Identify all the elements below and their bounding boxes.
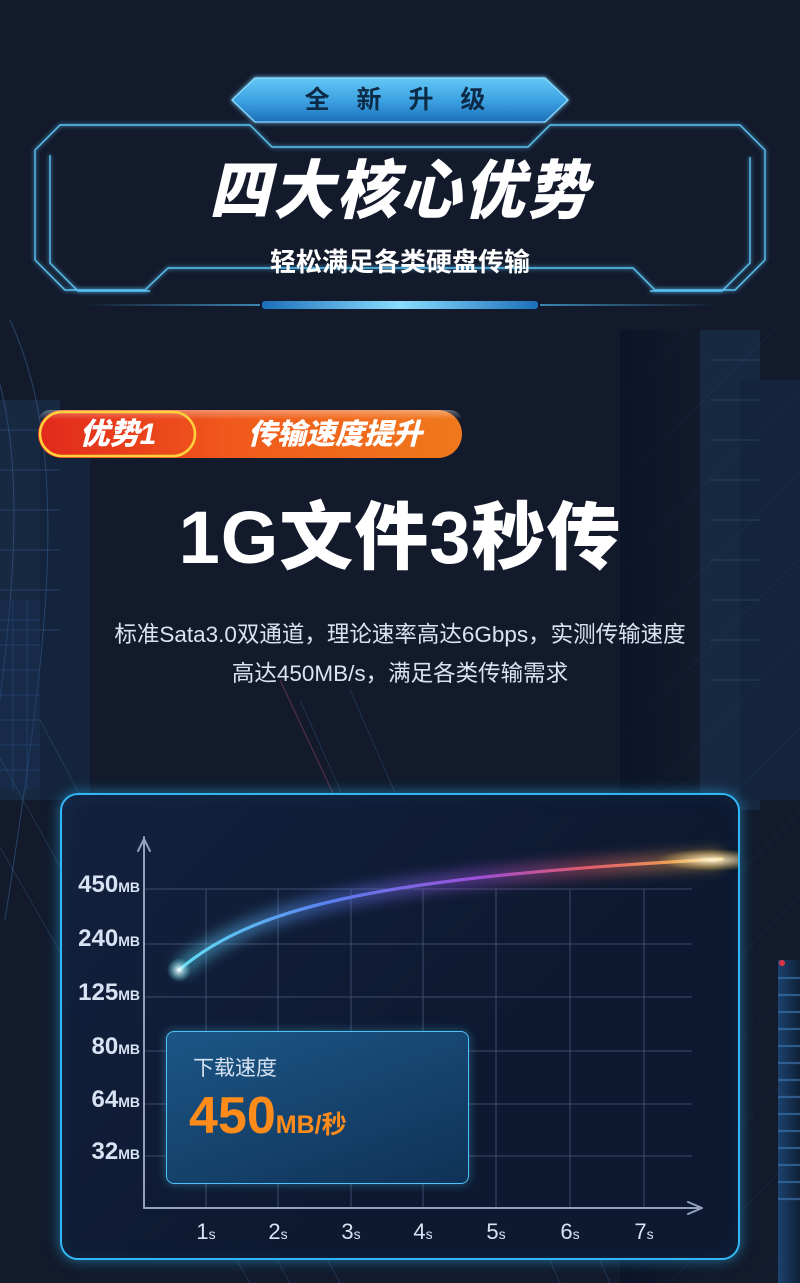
svg-text:优势1: 优势1 [80,418,157,451]
svg-text:全 新 升 级: 全 新 升 级 [305,86,496,114]
svg-text:传输速度提升: 传输速度提升 [248,418,425,451]
